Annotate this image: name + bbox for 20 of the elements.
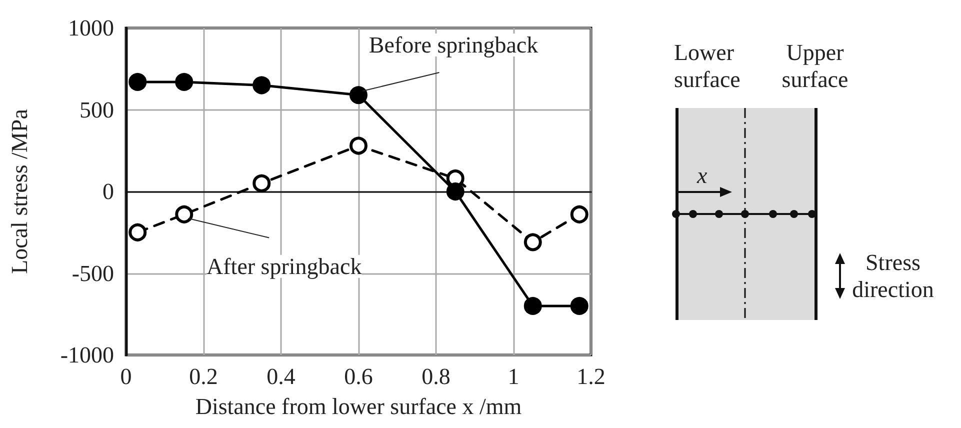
y-tick-label: -1000 xyxy=(60,342,114,368)
text: x xyxy=(696,163,708,188)
y-tick-label: 1000 xyxy=(68,16,114,40)
x-tick-label: 0.6 xyxy=(344,364,373,389)
text: Stress direction xyxy=(852,250,934,302)
x-tick-label: 1.2 xyxy=(576,364,606,389)
annotation: Before springback xyxy=(368,32,539,58)
text: Upper surface xyxy=(782,40,848,92)
x-tick-label: 0.4 xyxy=(266,364,296,389)
y-tick-label: 500 xyxy=(80,97,114,122)
y-tick-label: 0 xyxy=(102,179,114,204)
text: Lower surface xyxy=(674,40,740,92)
annotation: After springback xyxy=(206,254,362,279)
y-tick-label: -500 xyxy=(72,260,114,286)
x-tick-label: 0.2 xyxy=(189,364,218,389)
x-tick-label: 0 xyxy=(120,364,132,389)
x-axis-title: Distance from lower surface x /mm xyxy=(195,394,522,419)
x-tick-label: 0.8 xyxy=(422,364,450,389)
x-tick-label: 1 xyxy=(508,364,520,389)
y-axis-title: Local stress /MPa xyxy=(7,109,32,274)
